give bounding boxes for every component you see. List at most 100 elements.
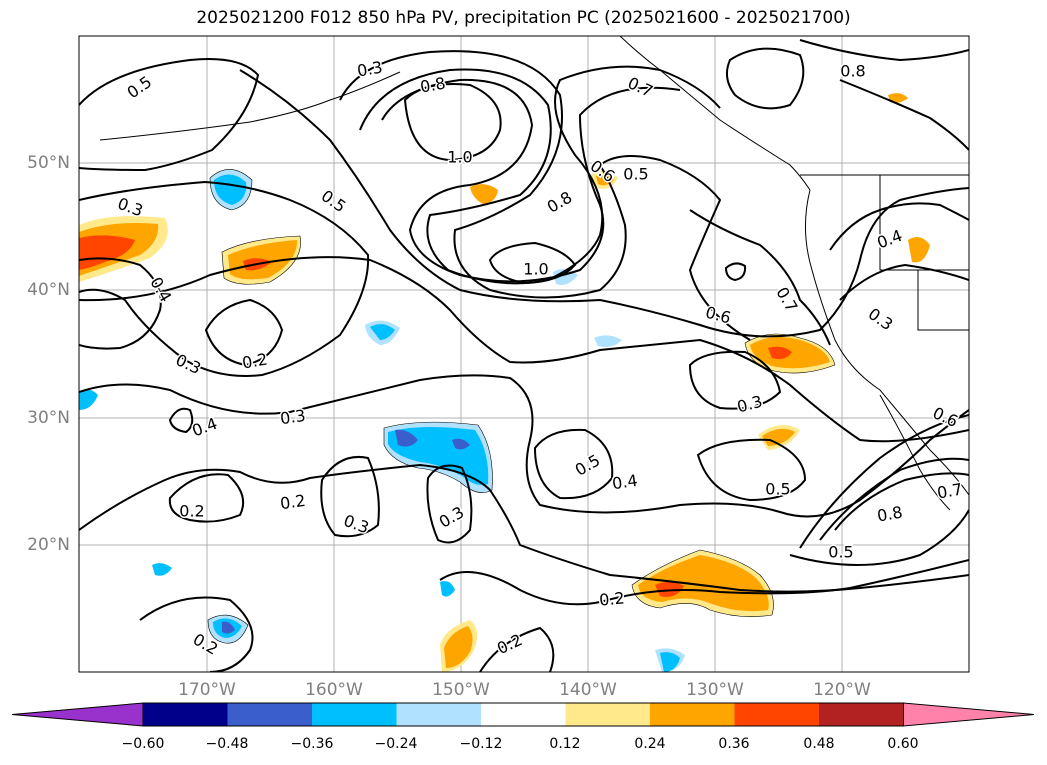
lon-label: 120°W xyxy=(813,680,871,700)
contour-label: 0.2 xyxy=(241,349,269,372)
colorbar-bin xyxy=(312,703,397,726)
contour-0.3-coast xyxy=(839,263,969,301)
contour-label: 0.5 xyxy=(623,165,648,184)
contour-0.6-jet xyxy=(799,414,969,549)
colorbar-bin xyxy=(819,703,904,726)
contour-label: 0.7 xyxy=(625,73,656,101)
contour-0.4-west xyxy=(79,257,162,350)
contour-0.3-eddy xyxy=(320,456,380,538)
contour-label: 0.2 xyxy=(279,491,307,513)
contour-0.5-ring xyxy=(533,428,614,500)
colorbar-extend-high xyxy=(903,702,1035,727)
precip-blob xyxy=(594,335,622,348)
contour-0.2-south xyxy=(79,463,969,593)
colorbar-tick-label: 0.60 xyxy=(887,736,919,752)
precip-blob xyxy=(762,428,795,446)
colorbar-tick-label: 0.48 xyxy=(803,736,835,752)
contour-1.0-south xyxy=(488,241,577,285)
precip-shading xyxy=(79,93,930,672)
contour-0.3-mid xyxy=(79,374,969,518)
colorbar-tick-label: −0.36 xyxy=(290,736,334,752)
contour-label: 0.8 xyxy=(544,188,576,217)
contour-label: 0.3 xyxy=(865,304,897,334)
contour-0.2-lower xyxy=(479,626,555,672)
colorbar-bin xyxy=(396,703,481,726)
precip-blob xyxy=(222,621,235,634)
colorbar-bin xyxy=(481,703,566,726)
contour-0.8-ne xyxy=(799,39,969,62)
contour-label: 0.3 xyxy=(279,406,307,428)
colorbar-tick-label: −0.48 xyxy=(205,736,249,752)
contour-label: 0.6 xyxy=(704,303,734,328)
precip-blob xyxy=(79,235,135,270)
baja-coast xyxy=(879,394,951,511)
contour-label: 0.8 xyxy=(876,502,904,525)
contour-label: 0.3 xyxy=(341,511,371,538)
contour-0.6-ne xyxy=(839,79,969,151)
alaska-coast xyxy=(619,36,811,191)
contour-label: 0.4 xyxy=(611,471,639,493)
precip-outlines xyxy=(207,169,836,644)
contour-0.2-west xyxy=(204,298,284,367)
contour-label: 0.2 xyxy=(598,588,625,609)
colorbar-bin xyxy=(227,703,312,726)
precip-blob xyxy=(452,438,470,450)
precip-blob xyxy=(655,581,684,597)
aleutians xyxy=(99,71,401,141)
contour-label: 1.0 xyxy=(447,148,472,167)
colorbar-extend-low xyxy=(11,702,144,727)
contour-labels: 0.5 0.3 0.8 1.0 0.7 0.5 0.6 0.8 1.0 0.8 0.3 0.5 0.4 0… xyxy=(114,56,966,660)
contour-label: 0.2 xyxy=(179,502,204,521)
precip-blob xyxy=(370,324,395,340)
contour-label: 0.2 xyxy=(494,630,525,658)
chart-title: 2025021200 F012 850 hPa PV, precipitatio… xyxy=(196,8,851,28)
lat-label: 40°N xyxy=(27,280,70,300)
colorbar-bin xyxy=(650,703,735,726)
contour-0.5-long xyxy=(239,69,969,338)
lat-label: 30°N xyxy=(27,408,70,428)
contour-label: 0.5 xyxy=(572,451,604,480)
contour-0.5-north xyxy=(79,58,260,172)
contour-0.6-loop xyxy=(339,50,751,341)
gridlines xyxy=(79,36,969,672)
precip-blob xyxy=(79,389,98,410)
colorbar-frame xyxy=(142,702,904,727)
contour-0.2-band xyxy=(439,559,969,606)
contour-label: 0.5 xyxy=(828,543,853,562)
colorbar-tick-label: −0.12 xyxy=(459,736,503,752)
contour-label: 0.3 xyxy=(436,503,468,532)
contour-0.8-jet2 xyxy=(834,472,969,531)
contour-0.3-ring xyxy=(426,464,473,544)
contour-label: 0.5 xyxy=(765,480,790,499)
colorbar xyxy=(11,702,1035,727)
lon-label: 140°W xyxy=(559,680,617,700)
us-coast xyxy=(805,189,969,496)
contour-0.8-center xyxy=(359,65,721,285)
contour-0.5-jet xyxy=(789,509,969,566)
contour-label: 0.3 xyxy=(356,57,384,80)
lon-label: 160°W xyxy=(305,680,363,700)
colorbar-bin xyxy=(734,703,819,726)
contour-label: 0.4 xyxy=(146,274,175,306)
lat-label: 50°N xyxy=(27,153,70,173)
contour-0.4-mid xyxy=(79,256,969,443)
contour-label: 0.4 xyxy=(874,226,904,253)
precip-blob xyxy=(214,174,247,205)
plot-frame xyxy=(78,35,970,673)
contour-0.4-small xyxy=(168,407,194,434)
precip-blob xyxy=(888,93,908,103)
pv-contours xyxy=(79,39,969,672)
contour-0.7-inner xyxy=(381,78,681,283)
contour-0.7-coast xyxy=(689,209,831,346)
precip-blob xyxy=(395,429,418,447)
contour-1.0-ne xyxy=(725,47,805,110)
coastlines xyxy=(99,36,969,511)
colorbar-bin xyxy=(143,703,228,726)
contour-0.5-eddy xyxy=(696,438,807,502)
colorbar-bin xyxy=(565,703,650,726)
state-border xyxy=(879,175,969,271)
lon-label: 130°W xyxy=(686,680,744,700)
contour-label: 0.8 xyxy=(419,73,447,96)
precip-blob xyxy=(470,184,498,204)
